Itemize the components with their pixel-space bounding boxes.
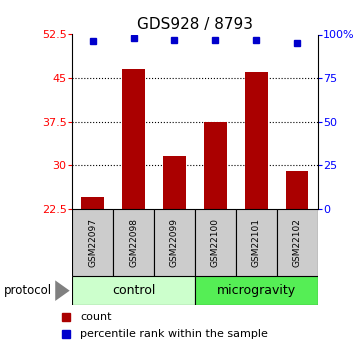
Text: count: count [80, 313, 112, 322]
Bar [163, 156, 186, 209]
Bar [245, 72, 268, 209]
Bar [277, 209, 318, 276]
Text: protocol: protocol [4, 284, 52, 297]
Bar [72, 209, 113, 276]
Bar [195, 276, 318, 305]
Bar [113, 209, 154, 276]
Text: GSM22098: GSM22098 [129, 218, 138, 267]
Text: GSM22099: GSM22099 [170, 218, 179, 267]
Bar [122, 69, 145, 209]
Text: GSM22102: GSM22102 [293, 218, 302, 267]
Bar [286, 171, 308, 209]
Bar [204, 122, 227, 209]
Text: GSM22101: GSM22101 [252, 218, 261, 267]
Title: GDS928 / 8793: GDS928 / 8793 [137, 17, 253, 32]
Bar [236, 209, 277, 276]
Text: percentile rank within the sample: percentile rank within the sample [80, 329, 268, 339]
Polygon shape [55, 280, 70, 301]
Text: GSM22100: GSM22100 [211, 218, 220, 267]
Text: microgravity: microgravity [217, 284, 296, 297]
Bar [154, 209, 195, 276]
Text: GSM22097: GSM22097 [88, 218, 97, 267]
Bar [82, 197, 104, 209]
Text: control: control [112, 284, 155, 297]
Bar [195, 209, 236, 276]
Bar [72, 276, 195, 305]
